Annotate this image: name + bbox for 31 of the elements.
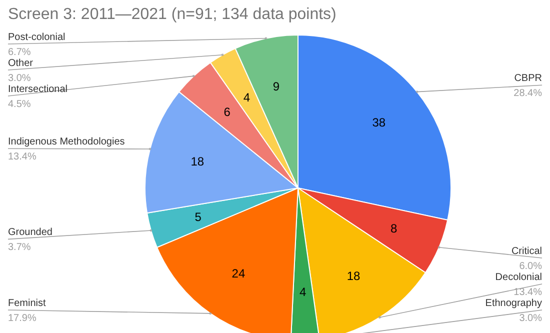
data-label: 4 <box>243 90 250 104</box>
data-label: 8 <box>390 221 398 236</box>
text: 6.7% <box>8 47 31 58</box>
data-label: 6 <box>224 104 231 119</box>
text: 28.4% <box>514 88 542 100</box>
text: 3.0% <box>519 313 542 324</box>
data-label: 38 <box>372 116 386 130</box>
slice-label: Ethnography <box>485 298 542 309</box>
text: 3.0% <box>8 73 31 84</box>
text: 6.0% <box>519 260 542 272</box>
slice-label: Other <box>8 58 34 69</box>
slice-label: Critical <box>511 246 542 257</box>
data-label: 4 <box>300 284 307 299</box>
slice-label: Indigenous Methodologies <box>8 136 125 148</box>
slice-label: Intersectional <box>8 84 68 95</box>
data-label: 24 <box>232 266 246 280</box>
slice-label: Decolonial <box>495 272 542 283</box>
slice-label: Feminist <box>8 298 46 309</box>
text: 13.4% <box>8 152 36 163</box>
text: 4.5% <box>8 99 31 110</box>
slice-label: Post-colonial <box>8 32 66 43</box>
text: 3.7% <box>8 242 31 254</box>
chart-title: Screen 3: 2011—2021 (n=91; 134 data points) <box>8 6 336 23</box>
data-label: 5 <box>194 210 202 224</box>
slice-label: CBPR <box>514 73 542 84</box>
text: 17.9% <box>8 313 36 324</box>
text: 13.4% <box>514 287 542 298</box>
data-label: 18 <box>346 269 360 283</box>
data-label: 9 <box>272 79 280 94</box>
data-label: 18 <box>190 154 204 168</box>
slice-label: Grounded <box>8 227 52 238</box>
